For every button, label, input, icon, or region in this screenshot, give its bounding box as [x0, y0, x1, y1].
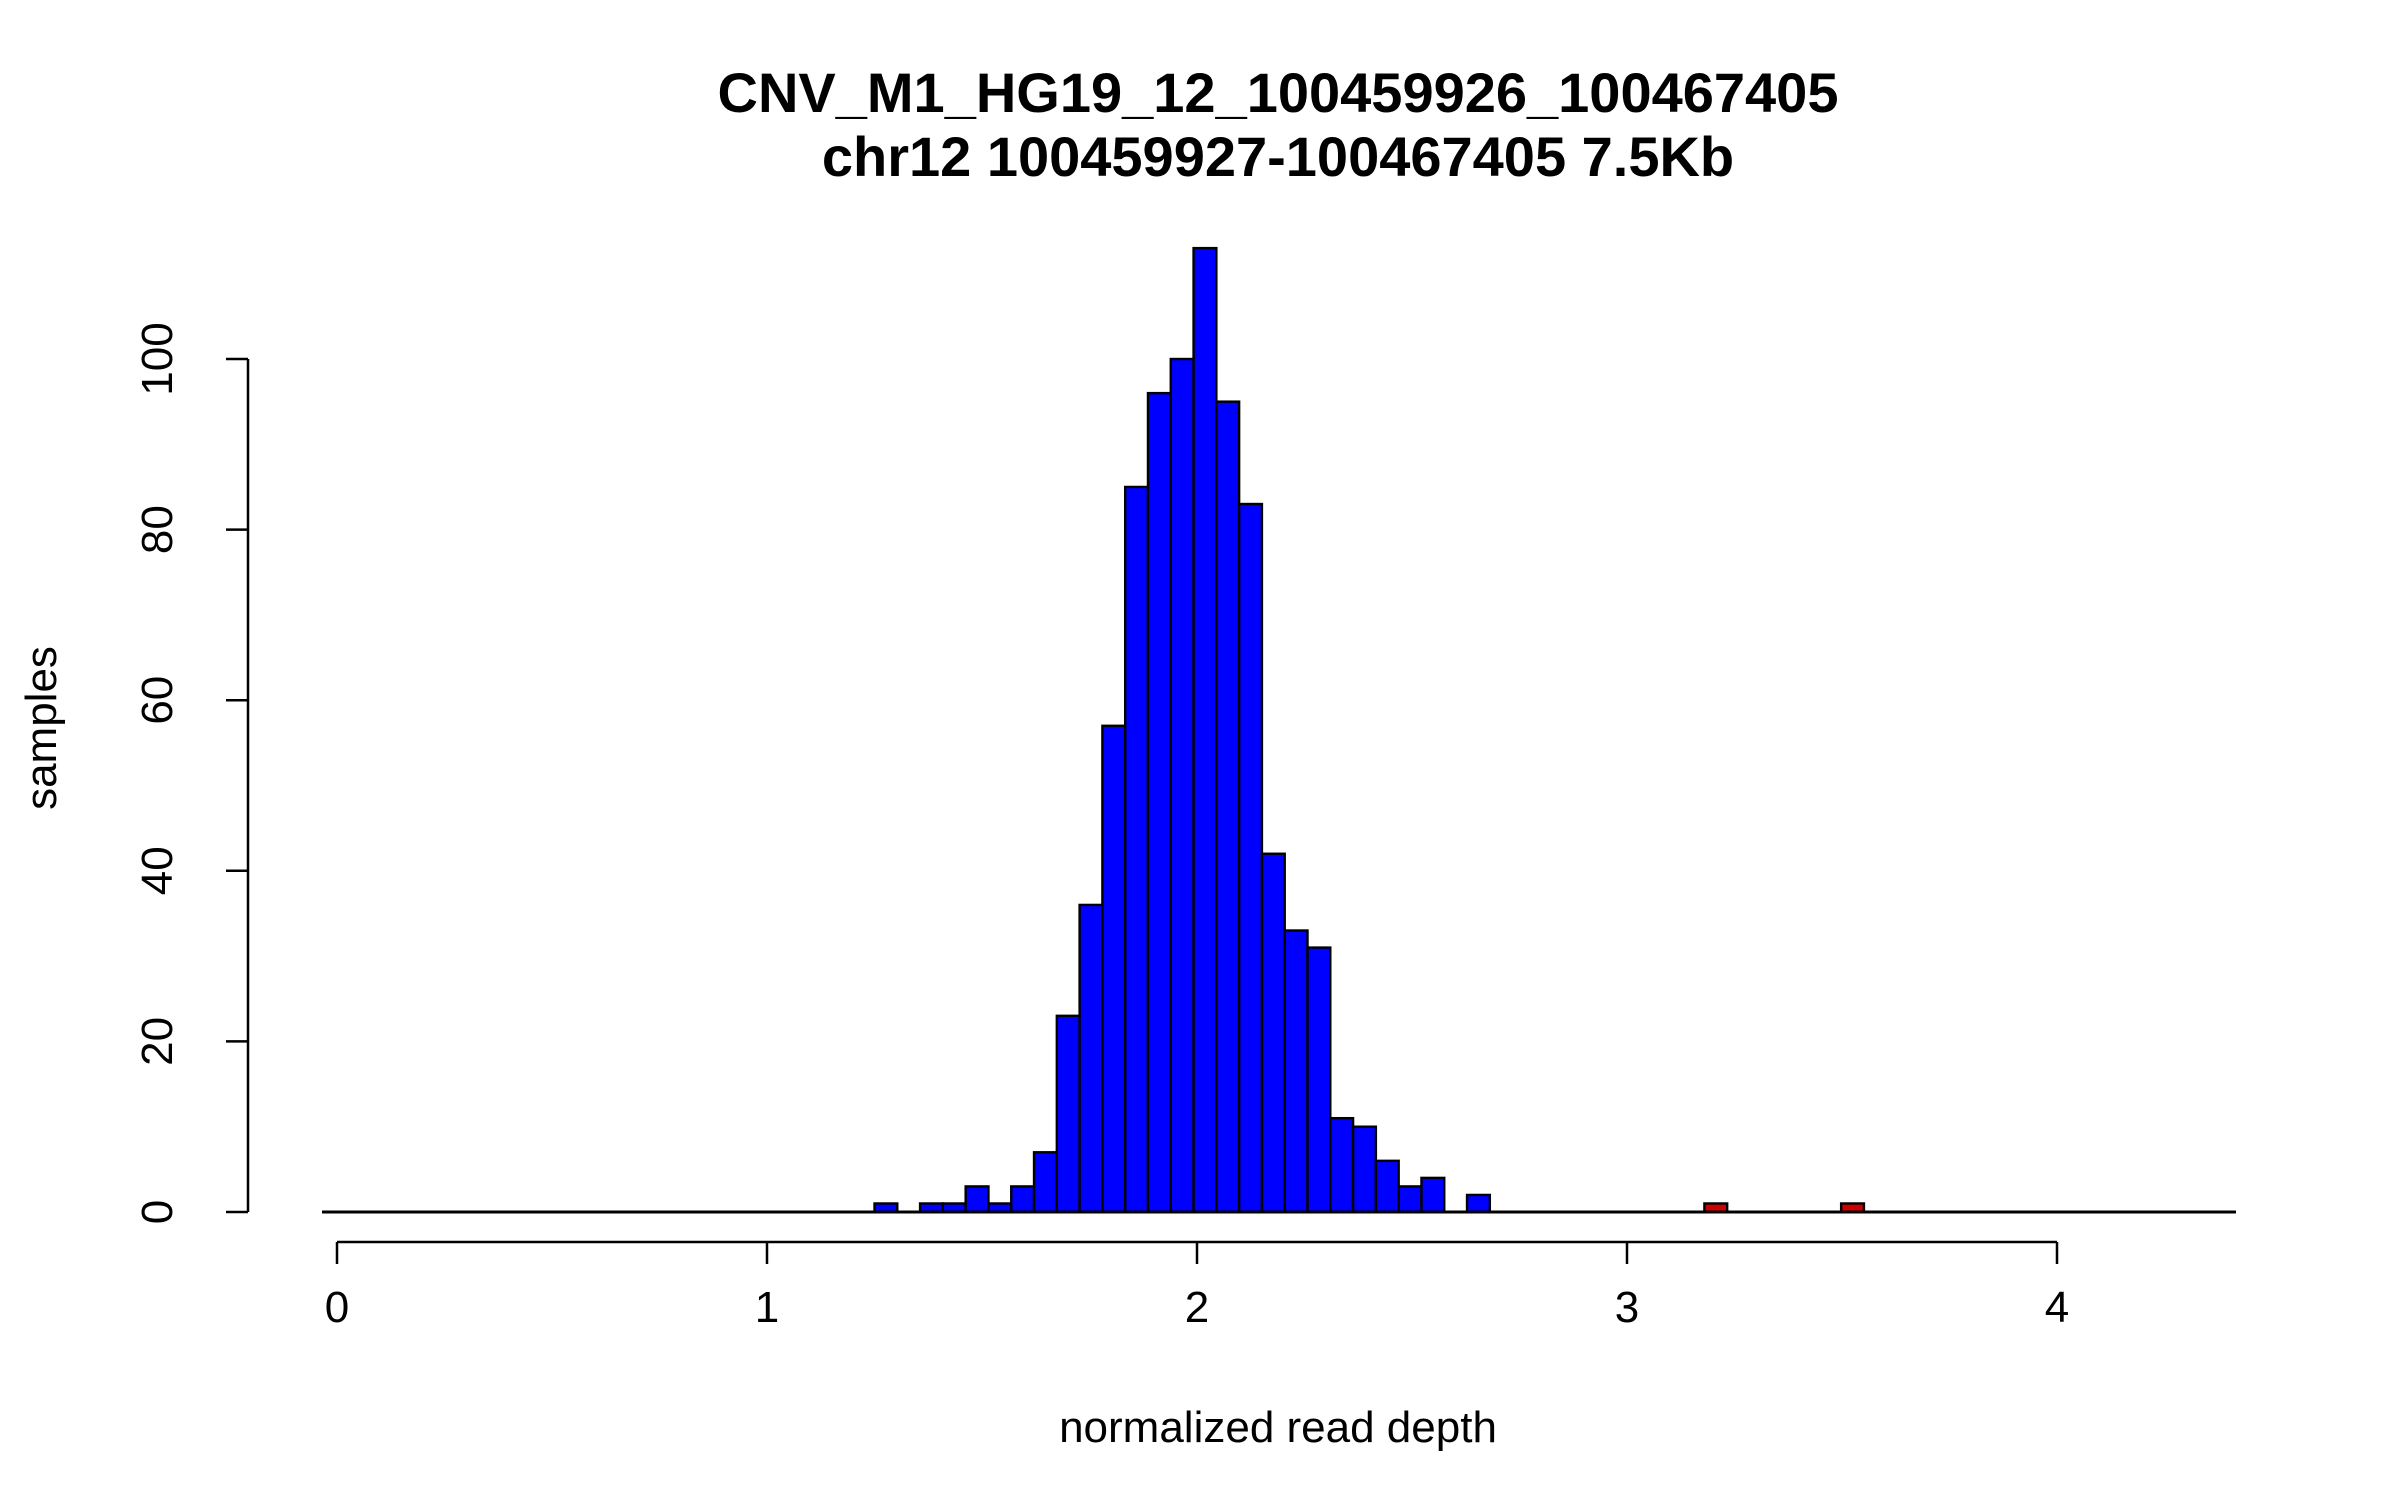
histogram-bar	[1146, 391, 1172, 1214]
histogram-bar	[1397, 1185, 1423, 1214]
y-tick-label: 60	[133, 676, 182, 725]
y-tick-label: 100	[133, 322, 182, 395]
histogram-bar	[1215, 400, 1241, 1214]
histogram-bar	[1078, 903, 1104, 1214]
y-tick-label: 40	[133, 846, 182, 895]
histogram-bar	[964, 1185, 990, 1214]
histogram-bar	[1420, 1176, 1446, 1214]
x-tick-label: 0	[325, 1283, 349, 1332]
histogram-bar	[1306, 946, 1332, 1214]
histogram-bar	[1123, 485, 1150, 1214]
histogram-bar	[1351, 1125, 1378, 1214]
x-tick-label: 3	[1615, 1283, 1639, 1332]
y-tick-label: 80	[133, 505, 182, 554]
histogram-bar	[1329, 1116, 1355, 1214]
histogram-bar	[1260, 852, 1286, 1214]
histogram-bar	[1169, 357, 1195, 1214]
histogram-bar	[1101, 724, 1127, 1214]
bars-layer	[873, 246, 1866, 1214]
histogram-bar	[1283, 929, 1309, 1214]
x-tick-label: 1	[755, 1283, 779, 1332]
y-tick-label: 20	[133, 1017, 182, 1066]
x-tick-label: 4	[2045, 1283, 2069, 1332]
histogram-bar	[1032, 1151, 1059, 1214]
x-tick-label: 2	[1185, 1283, 1209, 1332]
chart-subtitle: chr12 100459927-100467405 7.5Kb	[822, 125, 1734, 188]
histogram-bar	[1374, 1159, 1400, 1214]
histogram-bar	[1192, 246, 1218, 1214]
y-axis-label: samples	[17, 646, 66, 810]
histogram-bar	[1237, 502, 1264, 1214]
x-axis-label: normalized read depth	[1059, 1403, 1497, 1452]
histogram-bar	[1055, 1014, 1081, 1214]
histogram-bar	[1010, 1185, 1036, 1214]
histogram-bar	[1465, 1193, 1492, 1214]
y-tick-label: 0	[133, 1200, 182, 1224]
chart-title: CNV_M1_HG19_12_100459926_100467405	[718, 61, 1839, 124]
